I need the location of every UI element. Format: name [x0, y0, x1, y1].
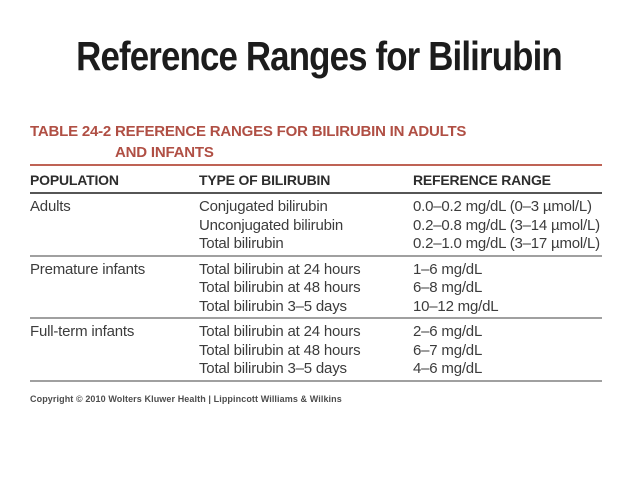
header-rule [30, 192, 602, 194]
range-cell-group: 2–6 mg/dL 6–7 mg/dL 4–6 mg/dL [413, 323, 602, 379]
type-cell: Total bilirubin at 48 hours [199, 341, 361, 359]
caption-rule [30, 164, 602, 166]
range-cell: 6–7 mg/dL [413, 341, 483, 359]
type-cell: Total bilirubin at 24 hours [199, 323, 361, 340]
range-cell-group: 1–6 mg/dL 6–8 mg/dL 10–12 mg/dL [413, 261, 602, 317]
reference-table-figure: TABLE 24-2 REFERENCE RANGES FOR BILIRUBI… [30, 112, 602, 404]
range-cell: 0.2–1.0 mg/dL (3–17 µmol/L) [413, 235, 600, 252]
table-section-adults: Adults Conjugated bilirubin Unconjugated… [30, 194, 602, 257]
population-cell: Premature infants [30, 260, 145, 278]
type-cell: Total bilirubin 3–5 days [199, 297, 347, 315]
table-caption: TABLE 24-2 REFERENCE RANGES FOR BILIRUBI… [30, 121, 602, 163]
copyright-line: Copyright © 2010 Wolters Kluwer Health |… [30, 393, 342, 404]
column-header-type: TYPE OF BILIRUBIN [199, 172, 331, 188]
type-cell: Total bilirubin at 24 hours [199, 260, 361, 278]
range-cell: 0.0–0.2 mg/dL (0–3 µmol/L) [413, 198, 592, 215]
type-cell-group: Total bilirubin at 24 hours Total biliru… [199, 261, 413, 317]
column-header-population: POPULATION [30, 172, 119, 188]
table-section-fullterm-infants: Full-term infants Total bilirubin at 24 … [30, 319, 602, 382]
range-cell: 1–6 mg/dL [413, 260, 483, 278]
type-cell: Total bilirubin [199, 235, 284, 252]
range-cell: 6–8 mg/dL [413, 279, 483, 296]
table-header-row: POPULATION TYPE OF BILIRUBIN REFERENCE R… [30, 166, 602, 192]
table-section-premature-infants: Premature infants Total bilirubin at 24 … [30, 257, 602, 319]
type-cell: Unconjugated bilirubin [199, 216, 344, 234]
type-cell-group: Total bilirubin at 24 hours Total biliru… [199, 323, 413, 379]
column-header-range: REFERENCE RANGE [413, 172, 551, 188]
type-cell: Total bilirubin 3–5 days [199, 360, 347, 377]
table-caption-line1: TABLE 24-2 REFERENCE RANGES FOR BILIRUBI… [30, 123, 467, 140]
table-caption-line2: AND INFANTS [115, 144, 214, 161]
population-cell: Adults [30, 198, 71, 215]
slide-title: Reference Ranges for Bilirubin [76, 33, 563, 79]
type-cell: Total bilirubin at 48 hours [199, 279, 361, 296]
range-cell-group: 0.0–0.2 mg/dL (0–3 µmol/L) 0.2–0.8 mg/dL… [413, 198, 602, 254]
range-cell: 2–6 mg/dL [413, 323, 483, 340]
population-cell: Full-term infants [30, 323, 135, 340]
range-cell: 0.2–0.8 mg/dL (3–14 µmol/L) [413, 216, 600, 234]
range-cell: 10–12 mg/dL [413, 297, 499, 315]
type-cell: Conjugated bilirubin [199, 198, 328, 215]
type-cell-group: Conjugated bilirubin Unconjugated biliru… [199, 198, 413, 254]
range-cell: 4–6 mg/dL [413, 360, 483, 377]
